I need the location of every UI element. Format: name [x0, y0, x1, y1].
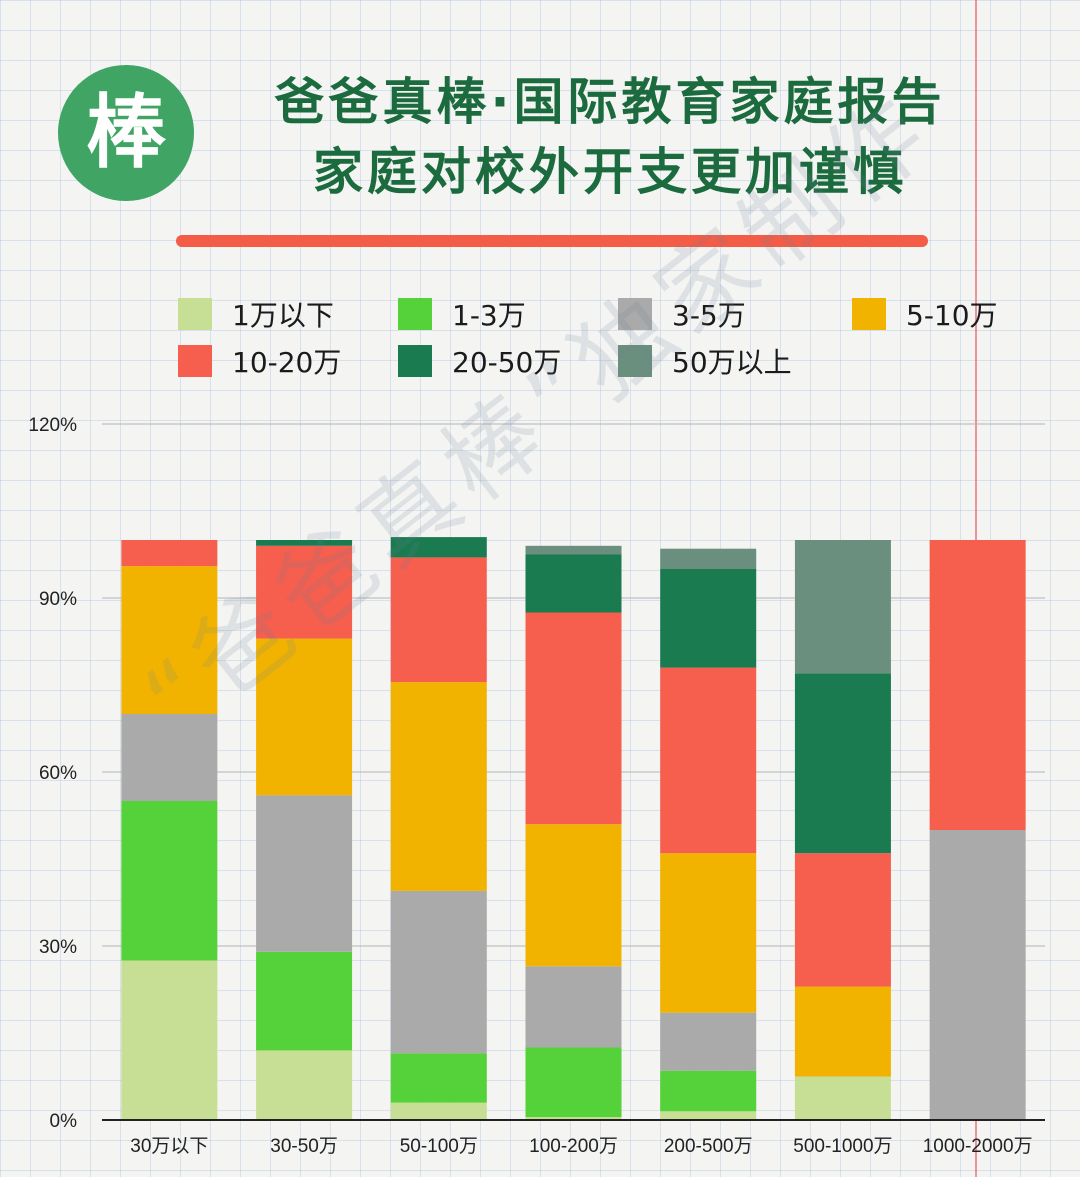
- legend-item: 20-50万: [398, 344, 562, 379]
- bar-segment: [525, 1047, 622, 1118]
- bar-segment: [256, 540, 353, 546]
- x-tick-label: 30万以下: [130, 1136, 208, 1157]
- legend-label: 3-5万: [672, 299, 746, 332]
- y-tick-label: 60%: [39, 763, 77, 784]
- bar-segment: [121, 540, 218, 567]
- x-tick-label: 100-200万: [529, 1136, 618, 1157]
- logo-glyph: 棒: [86, 86, 166, 179]
- bar-segment: [525, 966, 622, 1048]
- legend-label: 20-50万: [452, 346, 562, 379]
- page-title: 爸爸真棒·国际教育家庭报告: [274, 73, 946, 131]
- bar-segment: [660, 667, 757, 854]
- legend-item: 10-20万: [178, 344, 342, 379]
- bar-segment: [794, 1076, 891, 1120]
- x-tick-label: 200-500万: [664, 1136, 753, 1157]
- legend-label: 50万以上: [672, 346, 792, 379]
- y-tick-label: 30%: [39, 937, 77, 958]
- y-tick-label: 90%: [39, 589, 77, 610]
- bar-segment: [121, 566, 218, 714]
- legend-label: 1万以下: [232, 299, 334, 332]
- bar-segment: [256, 1050, 353, 1120]
- bar-segment: [660, 548, 757, 569]
- title-underline: [176, 235, 928, 247]
- bar-segment: [525, 545, 622, 555]
- bar-segment: [121, 960, 218, 1120]
- bar-segment: [794, 673, 891, 854]
- legend-label: 10-20万: [232, 346, 342, 379]
- x-tick-label: 30-50万: [270, 1136, 338, 1157]
- legend-item: 1万以下: [178, 297, 334, 332]
- legend-item: 1-3万: [398, 297, 526, 332]
- x-tick-label: 50-100万: [400, 1136, 478, 1157]
- bar-segment: [390, 1053, 487, 1103]
- bar-segment: [660, 1012, 757, 1071]
- x-tick-label: 500-1000万: [793, 1136, 892, 1157]
- bar-segment: [660, 1070, 757, 1112]
- legend-swatch: [852, 298, 886, 330]
- legend-item: 50万以上: [618, 344, 792, 379]
- bar-segment: [794, 853, 891, 987]
- bar-segment: [121, 714, 218, 801]
- bar-segment: [390, 537, 487, 558]
- bar-segment: [794, 986, 891, 1077]
- bar-segment: [390, 557, 487, 683]
- legend-swatch: [618, 298, 652, 330]
- legend-swatch: [398, 345, 432, 377]
- legend-swatch: [618, 345, 652, 377]
- bar-segment: [256, 795, 353, 952]
- bar-segment: [256, 951, 353, 1051]
- bar-segment: [660, 1111, 757, 1120]
- bar-segment: [794, 540, 891, 674]
- bar-segment: [525, 824, 622, 967]
- x-tick-label: 1000-2000万: [923, 1136, 1033, 1157]
- bar-segment: [525, 1117, 622, 1120]
- y-tick-label: 120%: [28, 415, 77, 436]
- bar-segment: [660, 853, 757, 1013]
- bar-segment: [256, 638, 353, 796]
- bar-segment: [929, 830, 1026, 1120]
- legend-swatch: [398, 298, 432, 330]
- legend-item: 5-10万: [852, 297, 998, 332]
- legend-label: 5-10万: [906, 299, 998, 332]
- bar-segment: [929, 540, 1026, 830]
- legend-label: 1-3万: [452, 299, 526, 332]
- page-subtitle: 家庭对校外开支更加谨慎: [313, 143, 907, 201]
- y-tick-label: 0%: [50, 1111, 78, 1132]
- bar-segment: [121, 801, 218, 961]
- bar-segment: [660, 569, 757, 668]
- bar-segment: [525, 554, 622, 613]
- bar-segment: [525, 612, 622, 825]
- bar-segment: [390, 682, 487, 891]
- legend-swatch: [178, 345, 212, 377]
- legend-item: 3-5万: [618, 297, 746, 332]
- bar-segment: [390, 890, 487, 1054]
- bar-segment: [390, 1102, 487, 1120]
- bar-segment: [256, 545, 353, 639]
- legend-swatch: [178, 298, 212, 330]
- brand-logo: 棒: [58, 65, 194, 201]
